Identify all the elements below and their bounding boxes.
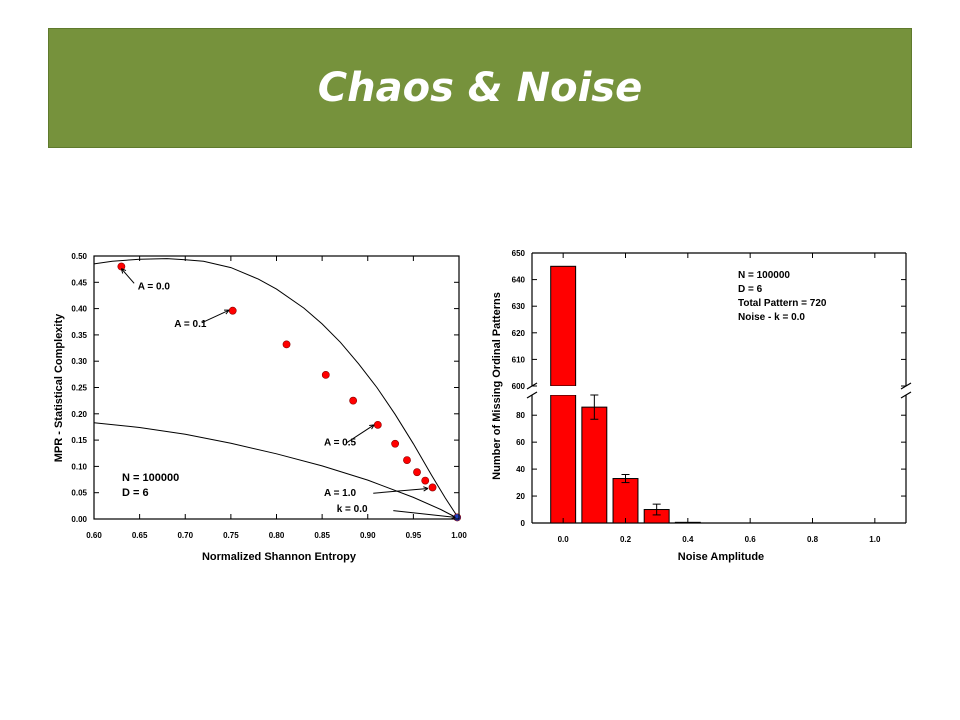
right-y-tick-label: 630 (512, 302, 526, 311)
annotation-arrow (120, 268, 135, 284)
data-point (421, 476, 430, 485)
left-lower-bound-curve (93, 422, 460, 520)
annotation-arrow (201, 309, 230, 324)
left-x-tick-label: 0.75 (223, 531, 239, 540)
right-x-tick-label: 0.6 (745, 535, 757, 544)
left-x-tick-label: 0.95 (406, 531, 422, 540)
annotation-arrow (373, 487, 429, 494)
left-y-tick-label: 0.40 (71, 305, 87, 314)
bar (581, 406, 608, 524)
data-point (403, 456, 411, 464)
point-annotation: A = 1.0 (324, 488, 357, 499)
left-x-tick-label: 0.70 (177, 531, 193, 540)
left-upper-bound-curve (93, 258, 460, 520)
left-y-axis-label: MPR - Statistical Complexity (53, 313, 65, 462)
right-y-tick-label: 80 (516, 411, 525, 420)
data-point (282, 340, 291, 349)
left-x-tick-label: 0.65 (132, 531, 148, 540)
right-info-line: Noise - k = 0.0 (738, 312, 805, 323)
data-point (321, 370, 330, 379)
right-x-tick-label: 0.4 (682, 535, 694, 544)
slide-title: Chaos & Noise (317, 65, 643, 111)
left-y-tick-label: 0.30 (71, 357, 87, 366)
bar-break-gap (549, 386, 577, 395)
right-y-tick-label: 20 (516, 492, 525, 501)
left-y-tick-label: 0.45 (71, 278, 87, 287)
point-annotation: k = 0.0 (337, 504, 368, 515)
annotation-arrowhead (369, 424, 375, 430)
right-y-tick-label: 640 (512, 276, 526, 285)
data-point (413, 468, 421, 477)
right-y-tick-label: 40 (516, 465, 525, 474)
left-y-tick-label: 0.35 (71, 331, 87, 340)
left-x-tick-label: 0.90 (360, 531, 376, 540)
right-y-tick-label: 0 (521, 519, 526, 528)
point-annotation: A = 0.0 (138, 282, 171, 293)
bar (612, 478, 639, 524)
right-y-tick-label: 610 (512, 355, 526, 364)
right-info-line: N = 100000 (738, 270, 790, 281)
right-y-tick-label: 650 (512, 249, 526, 258)
bar-upper-segment (550, 265, 577, 387)
annotation-arrowhead (224, 309, 230, 315)
data-point (391, 439, 400, 448)
data-point (228, 306, 237, 315)
left-x-axis-label: Normalized Shannon Entropy (202, 551, 357, 563)
right-y-axis-label: Number of Missing Ordinal Patterns (491, 292, 503, 480)
annotation-arrow (346, 424, 375, 444)
left-x-tick-label: 1.00 (451, 531, 467, 540)
right-y-tick-label: 620 (512, 329, 526, 338)
left-x-tick-label: 0.80 (269, 531, 285, 540)
data-point (349, 396, 358, 405)
left-y-tick-label: 0.00 (71, 515, 87, 524)
left-info-n: N = 100000 (122, 472, 179, 484)
right-info-line: D = 6 (738, 284, 763, 295)
left-y-tick-label: 0.15 (71, 436, 87, 445)
bar (550, 394, 577, 524)
left-y-tick-label: 0.20 (71, 410, 87, 419)
left-info-d: D = 6 (122, 487, 149, 499)
annotation-arrowhead (423, 486, 429, 492)
right-x-tick-label: 1.0 (869, 535, 881, 544)
left-y-tick-label: 0.05 (71, 489, 87, 498)
axis-break-mark (900, 391, 912, 399)
annotation-arrowhead (120, 268, 127, 274)
axis-break-mark (526, 391, 538, 399)
left-x-tick-label: 0.60 (86, 531, 102, 540)
right-x-tick-label: 0.2 (620, 535, 632, 544)
right-x-tick-label: 0.8 (807, 535, 819, 544)
right-x-axis-label: Noise Amplitude (678, 551, 764, 563)
left-x-tick-label: 0.85 (314, 531, 330, 540)
annotation-arrow (393, 510, 456, 518)
left-y-tick-label: 0.25 (71, 384, 87, 393)
right-y-tick-label: 600 (512, 382, 526, 391)
point-annotation: A = 0.1 (174, 319, 207, 330)
right-info-line: Total Pattern = 720 (738, 298, 827, 309)
data-point (373, 420, 382, 429)
left-y-tick-label: 0.10 (71, 462, 87, 471)
title-banner: Chaos & Noise (48, 28, 912, 148)
left-y-tick-label: 0.50 (71, 252, 87, 261)
data-point (428, 483, 437, 492)
right-y-tick-label: 60 (516, 438, 525, 447)
missing-patterns-chart: 0.0 0.2 0.4 0.6 0.8 1.0 0 20 40 60 80 600 610 620 630 6… (491, 249, 912, 563)
complexity-entropy-chart: A = 0.0 A = 0.1 A = 0.5 A = 1.0 k = 0.0 0.60… (53, 252, 467, 563)
annotation-arrowhead (450, 514, 456, 520)
point-annotation: A = 0.5 (324, 437, 357, 448)
right-x-tick-label: 0.0 (558, 535, 570, 544)
